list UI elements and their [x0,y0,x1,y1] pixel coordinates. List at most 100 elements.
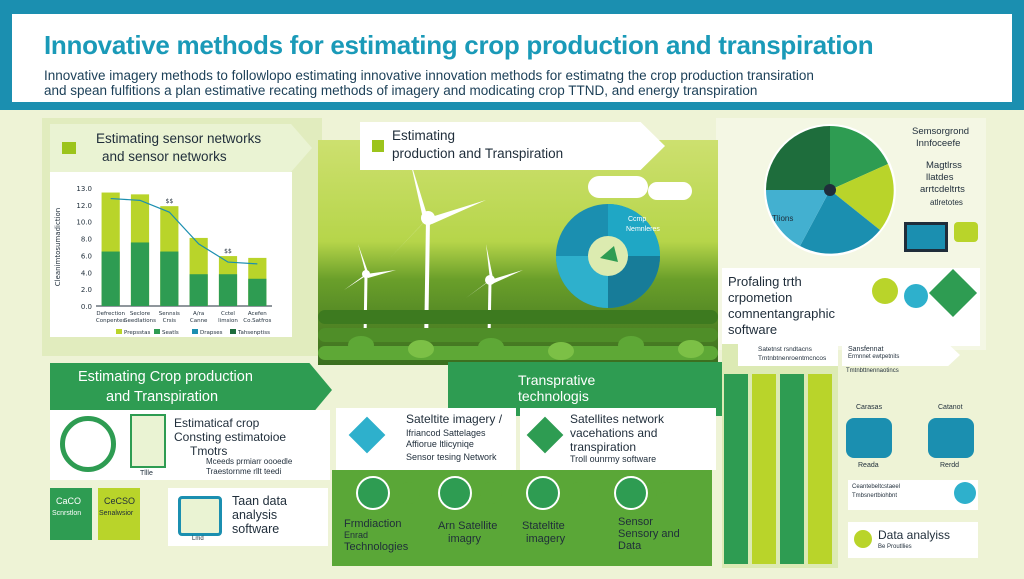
tool-small-label: Lmd [192,536,204,542]
network-card-line-1: Satellites network [570,412,665,426]
y-tick-label: 0.0 [81,303,92,311]
tile-label-2a: Arn Satellite [438,520,498,532]
x-tick-label: limsion [218,318,238,324]
wind-turbines-icon [344,160,523,351]
sensor-icon [526,476,560,510]
x-tick-label: Canne [190,318,208,324]
database-cylinder-icon [928,418,974,458]
crop-row [318,310,718,324]
satellite-card-line-4: Sensor tesing Network [406,452,497,462]
vertical-bars-header: Satetnst rsndtacns Tmtnbtnenroentmcncos [738,344,838,366]
bar-series-1 [218,274,238,306]
legend-swatch [230,329,236,334]
data-analysis-badge: Data analyiss Be Proutllies [848,522,978,558]
crop-card-line-3: Tmotrs [190,444,228,458]
production-banner: Estimating production and Transpiration [360,122,665,170]
network-diamond-icon [526,416,564,454]
lettuce-icon [348,336,374,354]
info-banner-sub2: Tmtnbttnennaotincs [846,368,899,374]
info-banner-sub1: Ermnnet ewtpetnits [848,354,900,360]
cylinder-2-top-label: Catanot [938,404,963,411]
right-pie-chart [764,124,896,256]
transprative-banner: Transprative technologis [448,362,726,416]
profiling-line-2: crpometion [728,290,793,305]
page-subtitle: Innovative imagery methods to followlopo… [44,68,974,98]
stripe [724,374,748,564]
cloud-icon [648,182,692,200]
satellite-card-line-3: Affiorue ltlicyniqe [406,439,474,449]
cloud-icon [588,176,648,198]
pie-label: Tlions [772,214,794,223]
network-card-line-2: vacehations and [570,426,658,440]
stripe [752,374,776,564]
monitor-icon [904,222,948,252]
legend-label: Tahsenptiss [237,330,270,336]
sensor-round-icon [954,482,976,504]
tile-label-3a: Stateltite [522,520,565,532]
screen-line-1: Ceantebeltcstaeel [852,484,901,490]
farmer-icon [398,482,420,504]
legend-swatch [154,329,160,334]
transprative-line-2: technologis [518,388,589,404]
tile-label-3b: imagery [526,533,566,545]
crop-estimation-card: Estimaticaf crop Consting estimatoioe Tm… [50,410,330,480]
x-tick-label: Cctel [221,311,235,317]
legend-label: Seatls [162,330,179,336]
tool-box-1-line-1: CaCO [56,496,82,506]
crop-banner-line-2: and Transpiration [106,389,219,405]
globe-icon [60,416,116,472]
side-label: Innfoceefe [916,138,961,149]
crop-banner-line-1: Estimating Crop production [78,369,253,385]
satellite-network-card: Satellites network vacehations and trans… [520,408,716,470]
leaf-tag-icon [372,140,384,152]
y-axis-label: Cleanimtosumadiction [54,208,62,287]
header-band [0,0,1024,110]
subtitle-line-2: and spean fulfitions a plan estimative r… [44,83,758,98]
crop-card-line-2: Consting estimatoioe [174,430,287,444]
server-icon [178,496,222,536]
stripe [808,374,832,564]
network-card-line-4: Troll ounrmy software [570,454,657,464]
crop-production-banner: Estimating Crop production and Transpira… [50,363,332,417]
tablet-icon [356,476,390,510]
info-banner-title: Sansfennat [848,346,884,353]
x-tick-label: Sennsis [159,311,180,317]
bar-chart: Cleanimtosumadiction 13.0 12.0 10.0 8.0 6.0 4.… [54,185,272,336]
data-analysis-line-2: analysis [232,508,278,522]
data-icon [614,476,648,510]
screen-line-2: Tmbsnertbiohbnt [852,493,898,499]
drone-icon [480,482,502,504]
page-title: Innovative methods for estimating crop p… [44,30,874,60]
production-banner-line-2: production and Transpiration [392,146,564,161]
cylinder-1-bottom-label: Reada [858,462,879,469]
legend-label: Drapses [200,330,223,336]
network-card-line-3: transpiration [570,440,637,454]
profiling-line-3: comnentangraphic [728,306,835,321]
tile-label-4c: Data [618,540,642,552]
x-tick-label: Defrection [96,311,125,317]
x-tick-label: Acefen [248,311,267,317]
lettuce-icon [478,338,504,356]
data-analysis-card: Lmd Taan data analysis software [168,488,328,546]
side-label: llatdes [926,172,954,183]
side-label: arrtcdeltrts [920,184,965,195]
sensor-device-icon [954,222,978,242]
y-tick-label: 2.0 [81,286,92,294]
donut-label: Ccmp [628,216,647,223]
x-tick-label: Seclore [130,311,151,317]
profiling-line-1: Profaling trth [728,274,802,289]
lettuce-icon [678,340,704,358]
crop-row [318,328,718,342]
x-tick-label: Co.Satfros [243,318,271,324]
tile-label-1a: Frmdiaction [344,518,402,530]
transprative-line-1: Transprative [518,372,596,388]
y-tick-label: 12.0 [76,202,92,210]
x-tick-label: Conpentes [96,318,126,324]
sensor-banner-line-2: and sensor networks [102,149,227,164]
legend-swatch [192,329,198,334]
gear-icon [904,284,928,308]
satellite-card-line-1: Sateltite imagery / [406,412,503,426]
satellite-card-line-2: Ifriancod Sattelages [406,428,486,438]
leaf-tag-icon [62,142,76,154]
side-label: Semsorgrond [912,126,970,137]
